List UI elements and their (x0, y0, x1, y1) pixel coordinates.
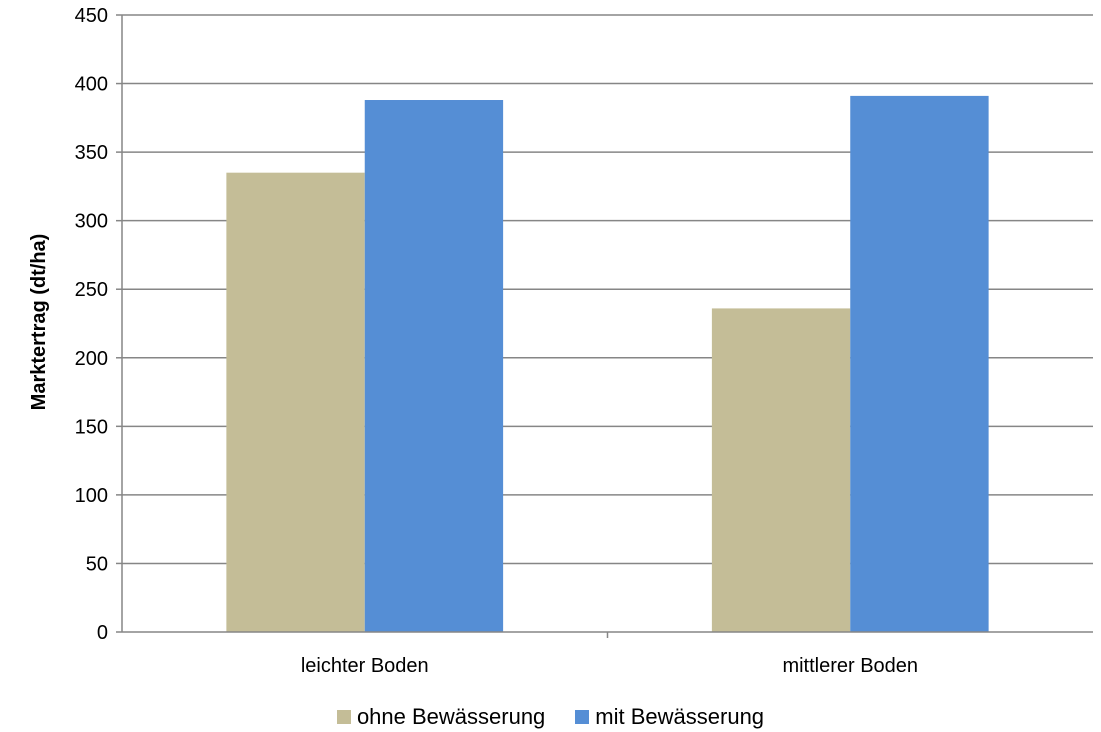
y-tick-label: 400 (75, 74, 108, 96)
y-tick-label: 200 (75, 348, 108, 370)
y-tick-label: 100 (75, 485, 108, 507)
legend-swatch-mit (575, 710, 590, 724)
y-tick-labels: 0 50 100 150 200 250 300 350 400 450 (75, 5, 108, 644)
y-tick-label: 0 (97, 622, 108, 644)
legend-label-mit: mit Bewässerung (595, 704, 765, 729)
x-category-label: leichter Boden (301, 655, 429, 677)
x-category-label: mittlerer Boden (782, 655, 918, 677)
bar-ohne-0 (226, 172, 365, 632)
y-axis-label: Marktertrag (dt/ha) (28, 234, 50, 411)
bars (226, 95, 989, 632)
axes (121, 15, 1093, 638)
bar-mit-1 (850, 95, 989, 632)
bar-chart: 0 50 100 150 200 250 300 350 400 450 leichter Bod… (28, 5, 1093, 677)
y-tick-label: 300 (75, 211, 108, 233)
y-tick-label: 450 (75, 5, 108, 27)
legend-label-ohne: ohne Bewässerung (356, 704, 546, 729)
y-tick-label: 350 (75, 142, 108, 164)
y-tick-label: 150 (75, 416, 108, 438)
legend-item-mit: mit Bewässerung (575, 704, 764, 730)
legend-item-ohne: ohne Bewässerung (336, 704, 546, 730)
x-category-labels: leichter Boden mittlerer Boden (301, 655, 918, 677)
bar-ohne-1 (711, 308, 851, 632)
legend: ohne Bewässerung mit Bewässerung (0, 703, 1101, 731)
y-tick-label: 250 (75, 279, 108, 301)
bar-mit-0 (364, 100, 504, 632)
legend-swatch-ohne (336, 710, 351, 724)
y-tick-label: 50 (86, 553, 108, 575)
